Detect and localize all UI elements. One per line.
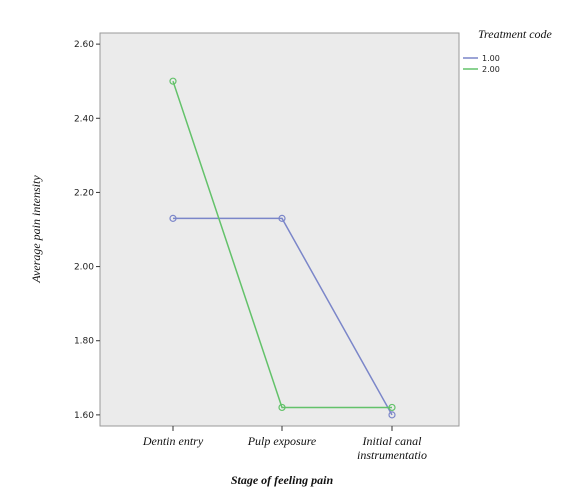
data-point xyxy=(278,214,286,222)
y-tick-label: 2.20 xyxy=(74,188,94,198)
y-tick-label: 2.40 xyxy=(74,114,94,124)
x-axis: Dentin entry Pulp exposure Initial canal in… xyxy=(142,426,427,462)
series-layer xyxy=(169,77,396,419)
data-point xyxy=(169,214,177,222)
x-tick-label: Pulp exposure xyxy=(247,434,317,448)
series-line-2.00 xyxy=(172,80,392,409)
series-line-1.00 xyxy=(173,217,393,416)
legend-entry: 1.00 xyxy=(482,54,500,63)
plot-area xyxy=(99,32,460,427)
y-axis-title: Average pain intensity xyxy=(29,175,43,284)
x-axis-title: Stage of feeling pain xyxy=(231,473,334,487)
y-tick-label: 2.60 xyxy=(74,40,94,50)
data-point xyxy=(278,403,286,412)
y-tick-label: 1.60 xyxy=(74,411,94,421)
x-tick-label: Initial canal instrumentatio xyxy=(357,434,427,462)
legend: Treatment code 1.00 2.00 xyxy=(463,27,553,74)
data-point xyxy=(388,411,396,419)
x-tick-label: Dentin entry xyxy=(142,434,204,448)
data-point xyxy=(388,403,396,412)
data-point xyxy=(169,77,177,85)
legend-title: Treatment code xyxy=(478,27,553,41)
y-tick-label: 1.80 xyxy=(74,337,94,347)
y-tick-label: 2.00 xyxy=(74,263,94,273)
legend-entry: 2.00 xyxy=(482,65,500,74)
y-axis: 1.60 1.80 2.00 2.20 2.40 2.60 xyxy=(74,40,100,421)
